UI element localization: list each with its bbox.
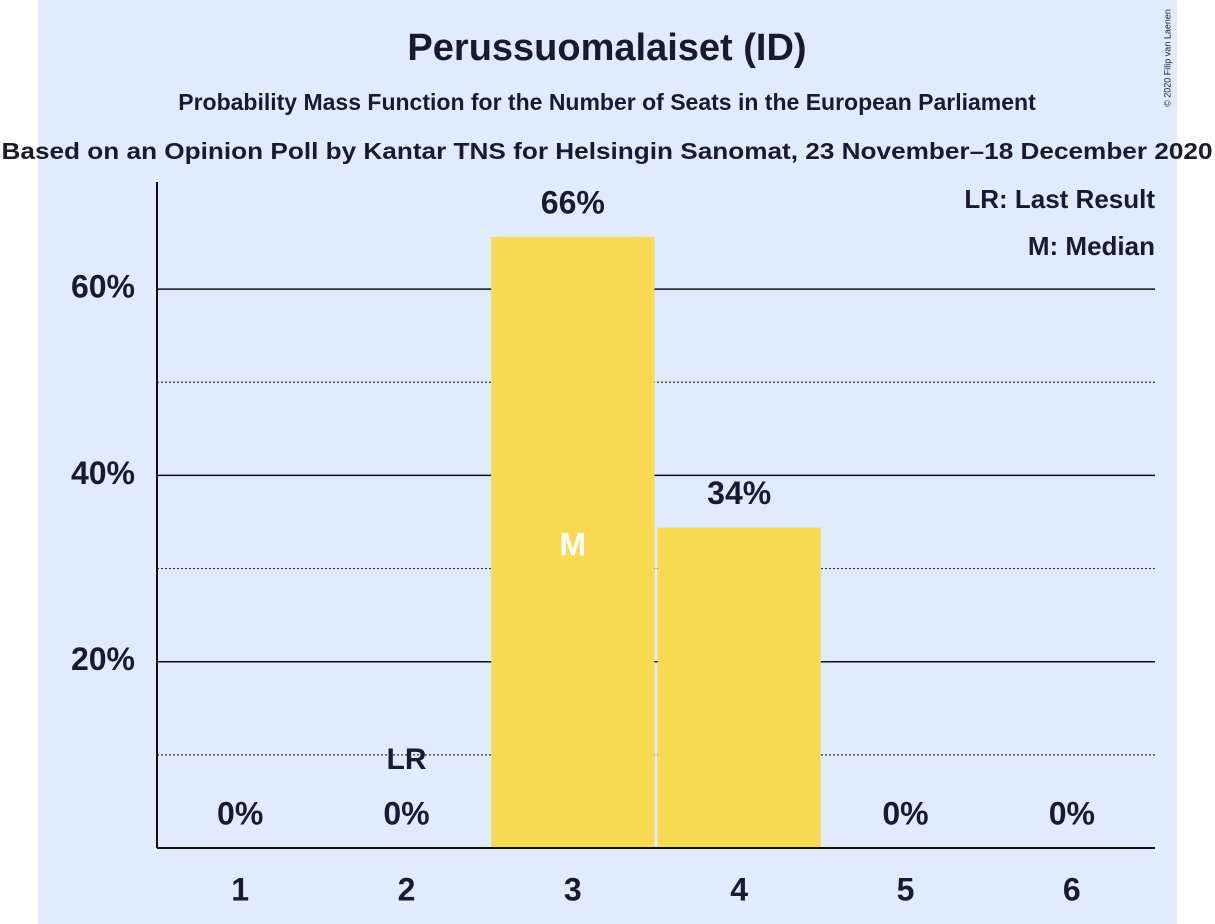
bar [657,527,821,848]
value-label: 0% [383,795,429,831]
value-label: 66% [541,184,605,220]
y-tick-label: 40% [71,455,135,491]
y-tick-label: 20% [71,641,135,677]
median-marker: M [560,526,587,562]
legend-entry: M: Median [1028,231,1155,261]
x-tick-label: 1 [231,871,249,907]
legend-entry: LR: Last Result [964,184,1155,214]
copyright: © 2020 Filip van Laenen [1162,9,1172,107]
x-tick-label: 2 [398,871,416,907]
bar [491,236,655,848]
x-tick-label: 6 [1063,871,1081,907]
value-label: 0% [1049,795,1095,831]
chart-subtitle: Based on an Opinion Poll by Kantar TNS f… [2,138,1213,164]
last-result-marker: LR [387,743,427,776]
y-tick-label: 60% [71,269,135,305]
chart-subtitle: Probability Mass Function for the Number… [178,89,1036,115]
value-label: 0% [882,795,928,831]
value-label: 0% [217,795,263,831]
x-tick-label: 3 [564,871,582,907]
chart-title: Perussuomalaiset (ID) [407,27,806,69]
x-tick-label: 5 [897,871,915,907]
value-label: 34% [707,475,771,511]
x-tick-label: 4 [730,871,748,907]
